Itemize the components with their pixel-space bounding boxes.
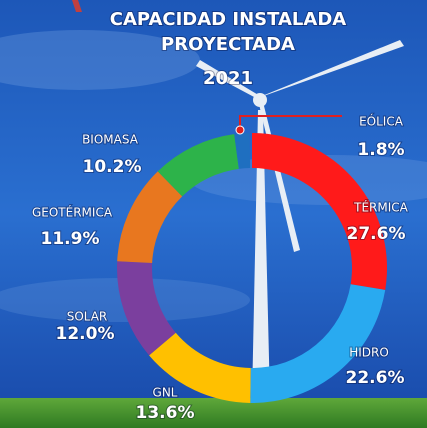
value-label: 13.6% — [136, 403, 195, 423]
donut — [117, 133, 387, 403]
value-label: 10.2% — [83, 157, 142, 177]
category-label: TÉRMICA — [353, 200, 409, 215]
donut-segment — [149, 332, 251, 403]
category-label: BIOMASA — [82, 133, 139, 147]
value-label: 22.6% — [346, 368, 405, 388]
donut-segment — [234, 133, 251, 169]
category-label: HIDRO — [349, 346, 389, 360]
category-label: SOLAR — [67, 310, 108, 324]
cloud — [0, 30, 200, 90]
grass — [0, 398, 427, 428]
value-label: 11.9% — [41, 229, 100, 249]
value-label: 1.8% — [357, 140, 404, 160]
category-label: GNL — [153, 386, 178, 400]
category-label: EÓLICA — [359, 114, 404, 129]
chart-title: PROYECTADA — [161, 34, 295, 55]
donut-segment — [117, 171, 183, 263]
chart-subtitle: 2021 — [203, 68, 253, 89]
value-label: 12.0% — [56, 324, 115, 344]
chart-title: CAPACIDAD INSTALADA — [110, 9, 346, 30]
leader-line — [235, 115, 342, 135]
donut-segment — [157, 134, 239, 197]
donut-segment — [117, 261, 176, 356]
category-label: GEOTÉRMICA — [32, 205, 113, 220]
donut-segment — [250, 284, 386, 403]
value-label: 27.6% — [347, 224, 406, 244]
donut-segment — [252, 133, 387, 290]
